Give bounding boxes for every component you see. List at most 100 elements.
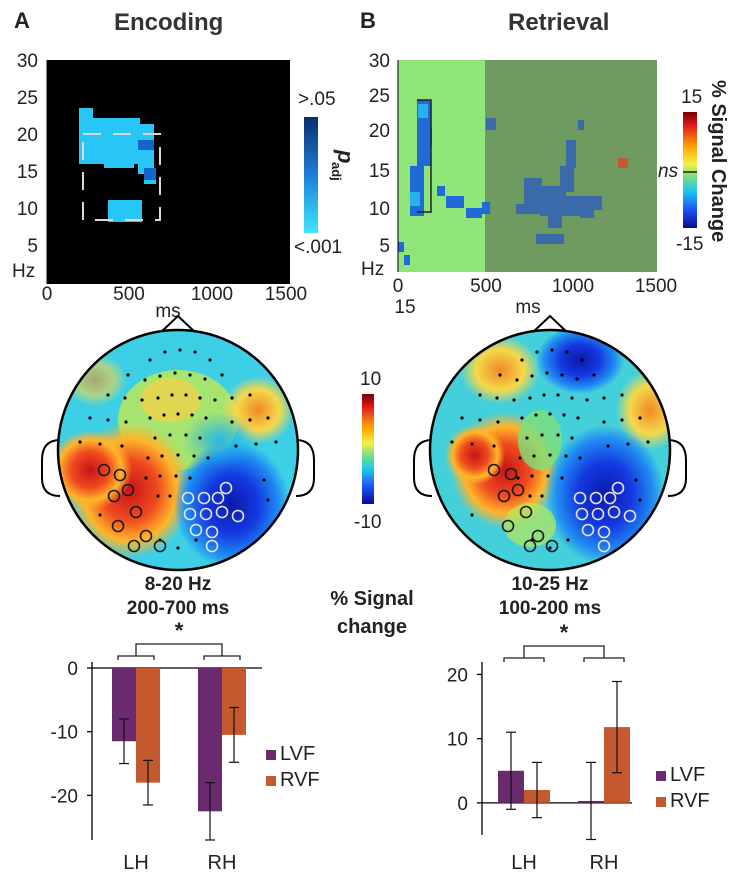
heatmap-a-yaxis: 30 25 20 15 10 5 Hz bbox=[12, 51, 48, 284]
svg-text:5: 5 bbox=[27, 236, 38, 257]
bar-a-legend-label-rvf: RVF bbox=[280, 769, 320, 791]
panel-letter-b: B bbox=[360, 8, 376, 33]
topo-colorbar-label-2: change bbox=[337, 616, 407, 638]
topomap-a-field bbox=[58, 330, 298, 570]
svg-text:20: 20 bbox=[369, 121, 390, 142]
heatmap-b-roi-bracket bbox=[417, 99, 432, 213]
topo-colorbar-bottom: -10 bbox=[354, 512, 381, 533]
colorbar-b-axis-label: % Signal Change bbox=[707, 80, 729, 242]
svg-text:10: 10 bbox=[369, 199, 390, 220]
colorbar-a-top-label: >.05 bbox=[298, 89, 336, 110]
bar-b-legend-label-lvf: LVF bbox=[670, 764, 705, 786]
topomap-a-right-roi-electrodes bbox=[181, 481, 245, 553]
colorbar-a-gradient bbox=[304, 117, 318, 233]
svg-text:Hz: Hz bbox=[12, 261, 35, 282]
heatmap-a-roi-box bbox=[82, 133, 161, 221]
bar-a-ytick-label: -10 bbox=[51, 723, 78, 744]
panel-title-retrieval: Retrieval bbox=[508, 9, 609, 36]
topomap-b-head-outline bbox=[428, 328, 672, 572]
bar-b-bracket-main bbox=[523, 645, 605, 658]
heatmap-b-cluster-late bbox=[486, 118, 602, 244]
topomap-b-time: 100-200 ms bbox=[499, 598, 601, 619]
topo-colorbar-label-1: % Signal bbox=[330, 588, 413, 610]
bar-b-legend-swatch-rvf bbox=[656, 797, 666, 807]
bar-a-ytick-label: -20 bbox=[51, 786, 78, 807]
bar-a-bracket-group bbox=[203, 655, 241, 660]
bar-b-ytick-label: 20 bbox=[447, 665, 468, 686]
bar-b-legend-swatch-lvf bbox=[656, 771, 666, 781]
svg-text:Hz: Hz bbox=[361, 259, 384, 280]
heatmap-b-xaxis: 0 15 500 1000 1500 ms bbox=[393, 276, 677, 318]
svg-text:30: 30 bbox=[17, 51, 38, 72]
heatmap-a-background bbox=[47, 60, 290, 284]
panel-title-encoding: Encoding bbox=[114, 9, 223, 36]
svg-text:25: 25 bbox=[369, 86, 390, 107]
svg-text:ms: ms bbox=[155, 301, 180, 322]
heatmap-a-cluster-dark bbox=[138, 140, 156, 180]
topomap-a-left-ear bbox=[41, 439, 61, 497]
bar-a-ytick-label: 0 bbox=[67, 659, 78, 680]
topomap-encoding bbox=[41, 314, 315, 572]
bar-b-significance-star: * bbox=[560, 620, 569, 645]
colorbar-b-ns-label: ns bbox=[658, 161, 679, 182]
topomap-b-freq: 10-25 Hz bbox=[511, 574, 588, 595]
svg-text:500: 500 bbox=[470, 276, 502, 297]
bar-b-bracket-group bbox=[503, 657, 545, 662]
topomap-b-electrodes bbox=[450, 348, 650, 550]
svg-text:1000: 1000 bbox=[191, 284, 233, 305]
topomap-a-left-roi-electrodes bbox=[97, 463, 167, 553]
bar-b-category-label-rh: RH bbox=[590, 852, 619, 874]
svg-text:15: 15 bbox=[17, 162, 38, 183]
topo-colorbar: 10 -10 % Signal change bbox=[330, 369, 413, 638]
topomap-a-head-outline bbox=[56, 328, 300, 572]
topo-colorbar-gradient bbox=[362, 394, 374, 504]
bar-a-legend-swatch-lvf bbox=[266, 750, 276, 760]
bar-a-significance-star: * bbox=[175, 618, 184, 643]
topomap-b-left-ear bbox=[413, 439, 433, 497]
svg-text:500: 500 bbox=[113, 284, 145, 305]
topomap-b-right-ear bbox=[667, 439, 687, 497]
bar-a-bracket-group bbox=[117, 655, 155, 660]
bar-b-category-label-lh: LH bbox=[511, 852, 537, 874]
heatmap-b-positive-spot bbox=[618, 158, 628, 168]
bar-a-category-label-rh: RH bbox=[208, 852, 237, 874]
topomap-b-right-roi-electrodes bbox=[573, 481, 637, 553]
svg-text:0: 0 bbox=[42, 284, 53, 305]
encoding-heatmap: 30 25 20 15 10 5 Hz 0 500 1000 1500 ms bbox=[12, 51, 307, 322]
bar-chart-retrieval: 0 10 20 LH RH * LVF RVF bbox=[447, 620, 710, 874]
bar-b-ytick-label: 10 bbox=[447, 730, 468, 751]
colorbar-a: >.05 <.001 p adj bbox=[294, 89, 358, 258]
retrieval-heatmap: 30 25 20 15 10 5 Hz 0 15 500 1000 1500 m… bbox=[361, 51, 677, 318]
bar-chart-encoding: 0 -10 -20 LH RH * LVF RVF bbox=[51, 618, 320, 874]
colorbar-b: 15 ns -15 % Signal Change bbox=[658, 80, 729, 255]
heatmap-b-cluster-early-light bbox=[410, 104, 428, 206]
svg-text:5: 5 bbox=[379, 236, 390, 257]
colorbar-b-bottom-label: -15 bbox=[676, 234, 703, 255]
topo-colorbar-top: 10 bbox=[360, 369, 381, 390]
heatmap-b-yaxis: 30 25 20 15 10 5 Hz bbox=[361, 51, 399, 280]
colorbar-a-p: p bbox=[333, 149, 358, 163]
svg-text:30: 30 bbox=[369, 51, 390, 72]
svg-text:10: 10 bbox=[17, 199, 38, 220]
colorbar-b-top-label: 15 bbox=[681, 87, 702, 108]
bar-a-legend-swatch-rvf bbox=[266, 776, 276, 786]
svg-text:20: 20 bbox=[17, 125, 38, 146]
topomap-b-field bbox=[430, 330, 670, 570]
colorbar-a-axis-label: p adj bbox=[329, 149, 358, 181]
svg-text:1000: 1000 bbox=[552, 276, 594, 297]
bar-b-ytick-label: 0 bbox=[457, 794, 468, 815]
heatmap-a-xaxis: 0 500 1000 1500 ms bbox=[42, 284, 307, 322]
colorbar-a-bottom-label: <.001 bbox=[294, 237, 342, 258]
bar-b-bracket-group bbox=[583, 657, 625, 662]
svg-text:0: 0 bbox=[393, 276, 404, 297]
colorbar-b-gradient bbox=[683, 112, 697, 228]
topomap-b-left-roi-electrodes bbox=[487, 463, 559, 553]
topomap-a-freq: 8-20 Hz bbox=[145, 574, 212, 595]
svg-text:1500: 1500 bbox=[265, 284, 307, 305]
topomap-retrieval bbox=[413, 314, 687, 572]
svg-text:25: 25 bbox=[17, 88, 38, 109]
topomap-a-right-ear bbox=[295, 439, 315, 497]
bar-a-category-label-lh: LH bbox=[123, 852, 149, 874]
bar-b-legend-label-rvf: RVF bbox=[670, 790, 710, 812]
